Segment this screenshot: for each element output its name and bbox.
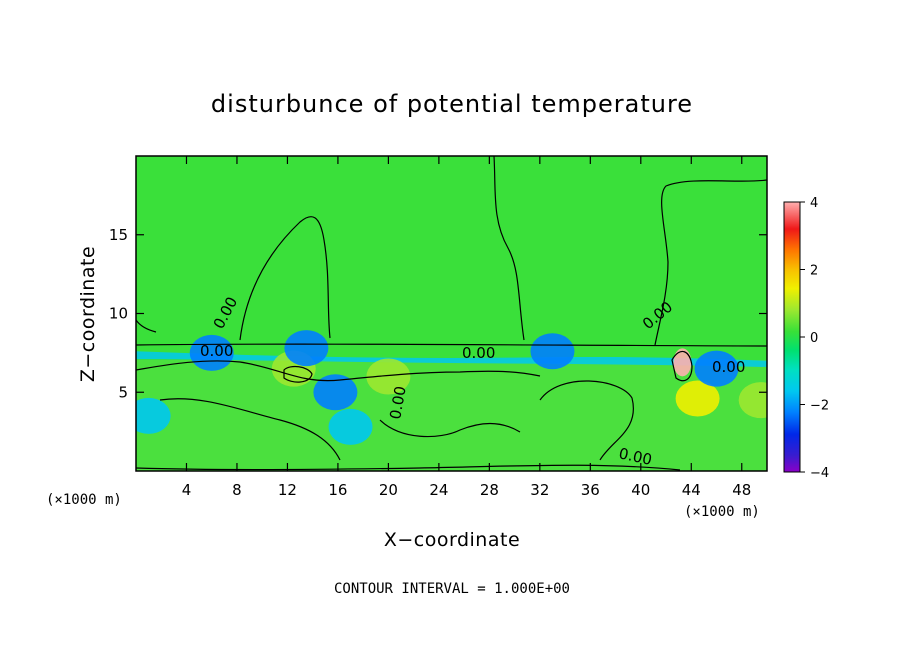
contour-line [379, 419, 521, 438]
y-axis-ticks: 5 10 15 [109, 226, 767, 401]
x-tick-label: 8 [232, 481, 242, 499]
contour-line [671, 350, 693, 382]
contour-line [136, 343, 767, 347]
contour-line [493, 156, 525, 341]
colorbar-tick-label: −4 [810, 466, 829, 481]
contour-interval-note: CONTOUR INTERVAL = 1.000E+00 [334, 581, 570, 597]
contour-line [136, 464, 681, 471]
x-tick-label: 44 [682, 481, 701, 499]
lower-layer-field [136, 360, 767, 471]
contour-label: 0.00 [386, 385, 410, 421]
contour-line [159, 398, 341, 461]
contour-lines [136, 156, 767, 471]
cold-anomaly [694, 350, 739, 387]
cold-anomaly [313, 374, 358, 411]
x-tick-label: 40 [631, 481, 650, 499]
contour-label: 0.00 [462, 344, 495, 362]
contour-label: 0.00 [200, 342, 233, 360]
cold-anomaly [136, 397, 171, 434]
warm-anomaly [673, 348, 692, 377]
x-unit-left: (×1000 m) [46, 492, 122, 508]
x-axis-ticks: 4 8 12 16 20 24 28 32 36 40 44 48 [182, 156, 751, 499]
warm-anomaly [675, 380, 720, 417]
contour-line [136, 319, 157, 333]
contour-line [136, 360, 541, 382]
cold-anomaly [284, 330, 329, 367]
inversion-band [136, 351, 767, 368]
plot-area: 0.00 0.00 0.00 0.00 0.00 0.00 0.00 [136, 156, 767, 471]
colorbar-tick-label: 2 [810, 264, 818, 279]
x-unit-right: (×1000 m) [684, 504, 760, 520]
colorbar-tick-label: −2 [810, 399, 829, 414]
x-tick-label: 24 [429, 481, 448, 499]
chart-title: disturbunce of potential temperature [211, 90, 693, 118]
x-tick-label: 12 [278, 481, 297, 499]
y-tick-label: 10 [109, 305, 128, 323]
x-tick-label: 48 [732, 481, 751, 499]
colorbar [783, 201, 801, 473]
warm-anomaly [366, 358, 411, 395]
warm-anomaly [738, 382, 767, 419]
colorbar-tick-label: 0 [810, 331, 818, 346]
y-tick-label: 5 [118, 383, 128, 401]
y-axis-label: Z−coordinate [77, 246, 99, 382]
y-tick-label: 15 [109, 226, 128, 244]
x-axis-label: X−coordinate [384, 529, 520, 551]
cold-anomaly [328, 408, 373, 445]
field-features [136, 330, 767, 445]
contour-line [283, 365, 313, 383]
x-tick-label: 16 [328, 481, 347, 499]
x-tick-label: 28 [480, 481, 499, 499]
cold-anomaly [530, 333, 575, 370]
contour-label: 0.00 [712, 358, 745, 376]
colorbar-ticks: −4 −2 0 2 4 [800, 196, 829, 481]
x-tick-label: 20 [379, 481, 398, 499]
contour-line [239, 216, 331, 341]
contour-line [539, 380, 634, 461]
contour-line [654, 179, 767, 346]
x-tick-label: 32 [530, 481, 549, 499]
x-tick-label: 36 [581, 481, 600, 499]
x-tick-label: 4 [182, 481, 192, 499]
colorbar-tick-label: 4 [810, 196, 818, 211]
